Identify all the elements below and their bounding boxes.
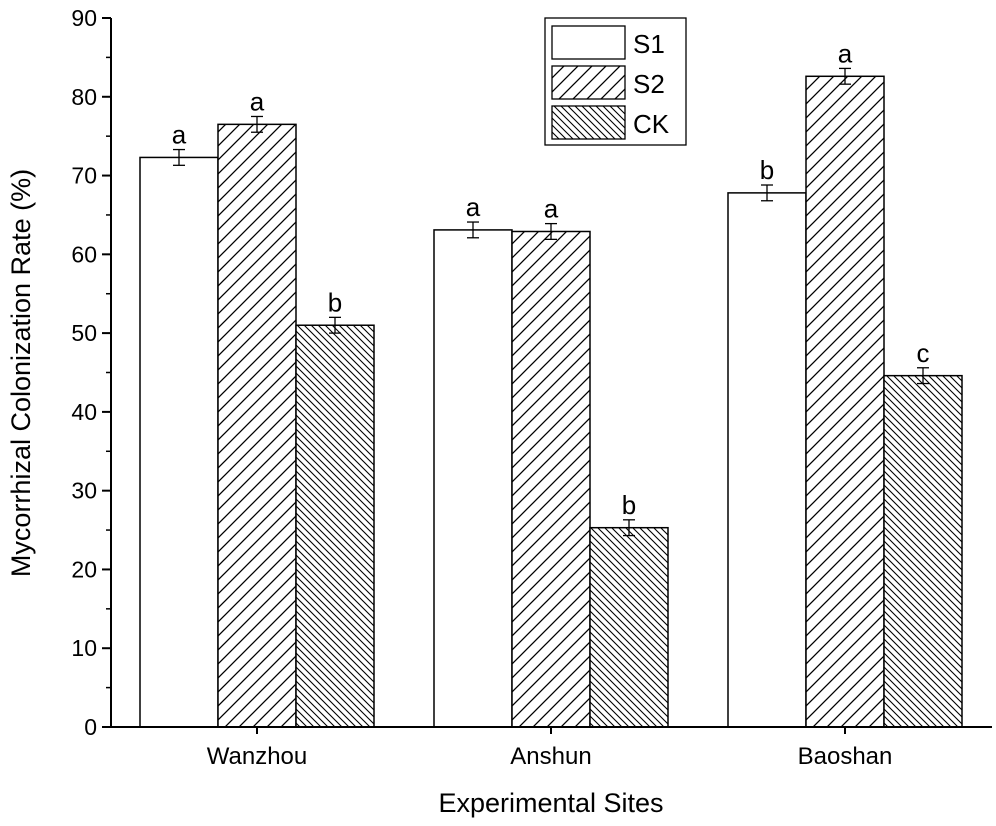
y-tick-label: 80 xyxy=(71,84,97,110)
significance-letter-S2-Baoshan: a xyxy=(838,38,853,68)
x-axis-title: Experimental Sites xyxy=(438,788,663,818)
y-tick-label: 90 xyxy=(71,5,97,31)
y-axis-title: Mycorrhizal Colonization Rate (%) xyxy=(6,169,36,577)
significance-letter-S1-Wanzhou: a xyxy=(172,120,187,150)
y-tick-label: 10 xyxy=(71,635,97,661)
y-axis: 0 10 20 30 40 50 60 70 80 90 xyxy=(71,5,112,740)
significance-letter-CK-Anshun: b xyxy=(622,490,636,520)
significance-letter-S2-Wanzhou: a xyxy=(250,86,265,116)
y-tick-label: 60 xyxy=(71,241,97,267)
x-tick-label-Wanzhou: Wanzhou xyxy=(207,743,308,770)
legend-label-S1: S1 xyxy=(633,29,665,59)
plot-area: a a b a a b b a c xyxy=(139,38,963,728)
bar-S2-Wanzhou xyxy=(217,123,297,728)
y-tick-label: 70 xyxy=(71,163,97,189)
x-axis: Wanzhou Anshun Baoshan xyxy=(111,726,992,770)
y-tick-label: 50 xyxy=(71,320,97,346)
bar-S2-Baoshan xyxy=(805,75,885,728)
significance-letter-CK-Wanzhou: b xyxy=(328,287,342,317)
legend: S1 S2 CK xyxy=(544,17,687,146)
legend-swatch-S1 xyxy=(551,25,626,60)
significance-letter-S1-Anshun: a xyxy=(466,192,481,222)
legend-swatch-CK xyxy=(551,105,626,140)
y-tick-label: 20 xyxy=(71,556,97,582)
legend-label-CK: CK xyxy=(633,109,670,139)
legend-swatch-S2 xyxy=(551,65,626,100)
significance-letter-S2-Anshun: a xyxy=(544,194,559,224)
bar-CK-Baoshan xyxy=(883,374,963,728)
significance-letter-CK-Baoshan: c xyxy=(917,338,930,368)
bar-S1-Wanzhou xyxy=(139,156,219,728)
y-tick-label: 40 xyxy=(71,399,97,425)
bar-S1-Anshun xyxy=(433,229,513,728)
bar-S2-Anshun xyxy=(511,230,591,728)
significance-letter-S1-Baoshan: b xyxy=(760,155,774,185)
bar-CK-Anshun xyxy=(589,526,669,728)
legend-label-S2: S2 xyxy=(633,69,665,99)
y-tick-label: 0 xyxy=(84,714,97,740)
y-tick-label: 30 xyxy=(71,478,97,504)
bar-S1-Baoshan xyxy=(727,192,807,728)
x-tick-label-Anshun: Anshun xyxy=(510,743,591,770)
x-tick-label-Baoshan: Baoshan xyxy=(798,743,893,770)
bar-CK-Wanzhou xyxy=(295,324,375,728)
